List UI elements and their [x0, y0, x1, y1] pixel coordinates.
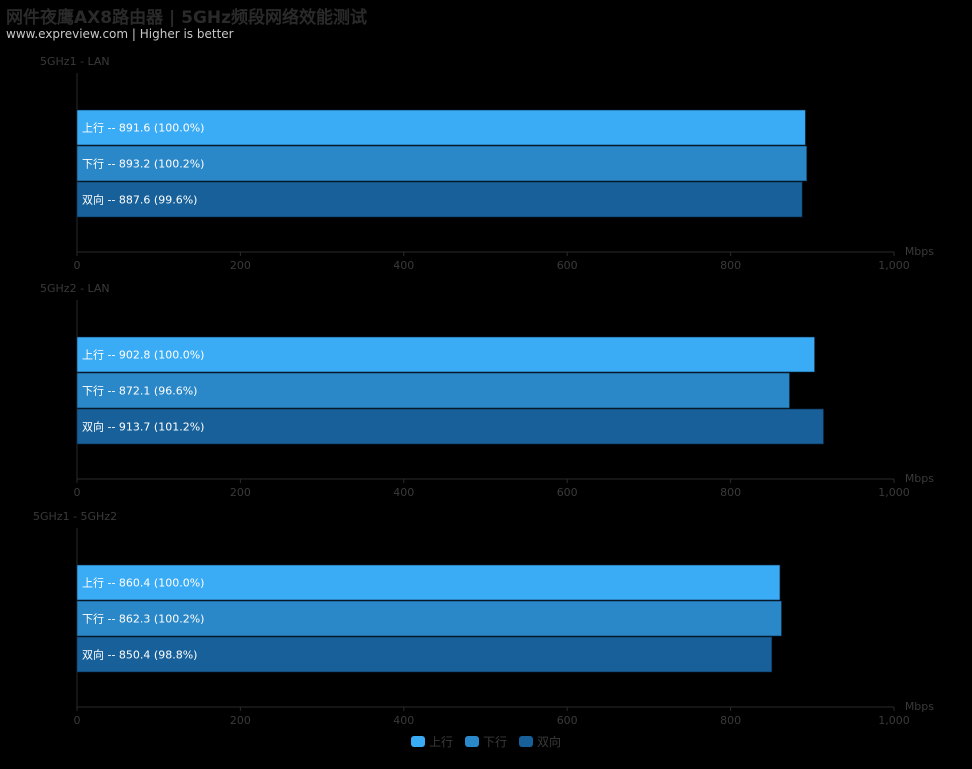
bar-label-bi: 双向 -- 913.7 (101.2%)	[82, 420, 204, 434]
bar-up	[76, 109, 806, 146]
panel-title: 5GHz2 - LAN	[40, 282, 110, 295]
bar-label-down: 下行 -- 862.3 (100.2%)	[82, 613, 204, 626]
x-tick-label: 400	[393, 259, 414, 272]
bar-label-up: 上行 -- 902.8 (100.0%)	[82, 349, 204, 362]
x-tick-label: 1,000	[878, 486, 910, 499]
legend: 上行 下行 双向	[0, 733, 972, 750]
x-tick-label: 400	[393, 486, 414, 499]
x-tick-label: 800	[720, 259, 741, 272]
x-tick-label: 0	[74, 486, 81, 499]
legend-item-down[interactable]: 下行	[464, 733, 507, 750]
bar-bi	[76, 181, 803, 218]
bar-bi	[76, 636, 773, 673]
chart-subtitle: www.expreview.com | Higher is better	[6, 27, 234, 41]
x-tick-label: 600	[557, 259, 578, 272]
bar-down	[76, 372, 790, 409]
bar-down	[76, 145, 808, 182]
panel-title: 5GHz1 - 5GHz2	[33, 510, 117, 523]
legend-swatch-down	[464, 736, 479, 747]
bar-label-down: 下行 -- 872.1 (96.6%)	[82, 385, 197, 398]
legend-label-bi: 双向	[537, 735, 562, 749]
x-tick-label: 0	[74, 259, 81, 272]
x-tick-label: 200	[230, 486, 251, 499]
x-tick-label: 600	[557, 714, 578, 727]
x-tick-label: 0	[74, 714, 81, 727]
panel-title: 5GHz1 - LAN	[40, 55, 110, 68]
bar-up	[76, 564, 781, 601]
x-unit-label: Mbps	[905, 472, 934, 485]
legend-swatch-up	[410, 736, 425, 747]
legend-item-up[interactable]: 上行	[410, 733, 453, 750]
x-tick-label: 400	[393, 714, 414, 727]
bar-label-down: 下行 -- 893.2 (100.2%)	[82, 158, 204, 171]
x-tick-label: 1,000	[878, 714, 910, 727]
bar-bi	[76, 408, 824, 445]
legend-label-up: 上行	[428, 735, 453, 749]
bar-label-up: 上行 -- 860.4 (100.0%)	[82, 577, 204, 590]
x-tick-label: 1,000	[878, 259, 910, 272]
bar-label-up: 上行 -- 891.6 (100.0%)	[82, 122, 204, 135]
legend-item-bi[interactable]: 双向	[519, 733, 561, 750]
x-tick-label: 800	[720, 486, 741, 499]
x-tick-label: 600	[557, 486, 578, 499]
bar-label-bi: 双向 -- 887.6 (99.6%)	[82, 193, 197, 207]
x-tick-label: 800	[720, 714, 741, 727]
legend-label-down: 下行	[482, 735, 507, 749]
x-tick-label: 200	[230, 259, 251, 272]
chart-title: 网件夜鹰AX8路由器 | 5GHz频段网络效能测试	[6, 8, 368, 28]
bar-label-bi: 双向 -- 850.4 (98.8%)	[82, 648, 197, 662]
legend-swatch-bi	[519, 736, 533, 747]
bar-up	[76, 336, 815, 373]
x-unit-label: Mbps	[905, 700, 934, 713]
x-unit-label: Mbps	[905, 245, 934, 258]
x-tick-label: 200	[230, 714, 251, 727]
bar-down	[76, 600, 782, 637]
